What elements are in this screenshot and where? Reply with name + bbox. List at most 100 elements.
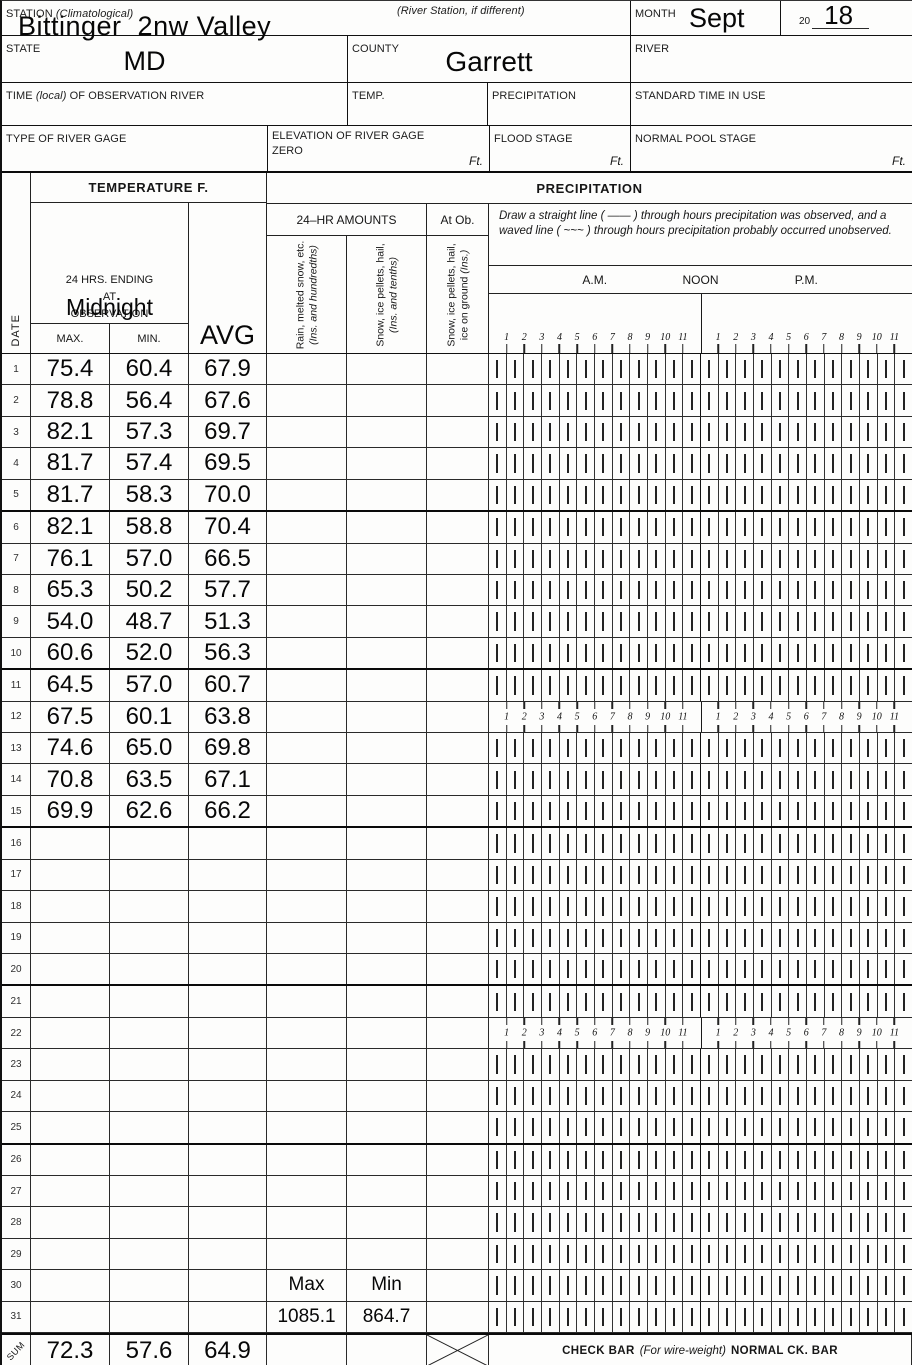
hour-tick — [655, 612, 658, 631]
hour-cell — [682, 1301, 700, 1333]
hour-cell — [806, 354, 824, 385]
hour-tick — [531, 1244, 534, 1264]
hour-cell — [558, 1301, 577, 1333]
hour-cell — [540, 479, 559, 511]
hour-cell — [823, 606, 842, 637]
hour-cell — [894, 859, 912, 891]
hour-cell — [523, 891, 541, 922]
hour-tick — [602, 581, 605, 600]
hour-tick — [867, 865, 870, 885]
hour-tick — [602, 865, 605, 885]
hour-tick — [867, 485, 870, 505]
hour-boundary-tick — [629, 344, 631, 353]
hours-cell — [489, 1112, 912, 1143]
hour-tick — [602, 1055, 605, 1074]
hour-cell — [505, 1144, 524, 1175]
hour-tick — [584, 834, 587, 853]
hour-cell — [700, 479, 718, 511]
hour-boundary-tick — [523, 1041, 525, 1049]
hour-cell — [646, 448, 665, 479]
hour-tick — [531, 1213, 534, 1232]
hour-cell — [717, 1207, 736, 1238]
hour-cell — [876, 733, 895, 764]
hour-cell — [806, 416, 824, 448]
hour-cell — [894, 795, 912, 827]
snow-amount-cell — [347, 1238, 427, 1270]
hour-tick — [708, 960, 711, 979]
hour-tick — [708, 801, 711, 821]
hour-tick — [761, 992, 764, 1011]
avg-temp-cell — [189, 859, 267, 891]
date-cell: 22 — [2, 1017, 31, 1049]
hour-number: 4 — [768, 1027, 774, 1039]
hour-cell — [735, 828, 753, 859]
hour-tick — [902, 770, 905, 789]
hour-tick — [637, 960, 640, 979]
hour-cell — [859, 574, 877, 606]
hour-cell — [682, 764, 700, 795]
hour-tick — [708, 422, 711, 442]
am-label: A.M. — [582, 272, 608, 287]
hour-tick — [902, 676, 905, 695]
hour-cell — [823, 1049, 842, 1080]
hour-tick — [726, 1086, 728, 1106]
hour-cell — [576, 954, 594, 985]
hour-cell — [540, 859, 559, 891]
hour-tick — [708, 865, 711, 885]
hour-number: 6 — [803, 1027, 809, 1039]
hour-number: 9 — [856, 332, 862, 343]
hour-cell — [841, 922, 859, 954]
hour-cell — [523, 1080, 541, 1112]
hour-tick — [885, 1244, 888, 1264]
hour-tick — [513, 391, 516, 410]
hour-cell — [788, 891, 806, 922]
hour-tick — [602, 485, 605, 505]
hour-cell — [646, 1049, 665, 1080]
hour-tick — [902, 581, 905, 600]
hour-tick — [655, 834, 658, 853]
hour-tick — [690, 1055, 693, 1074]
hour-boundary-tick — [717, 1017, 719, 1025]
hour-tick — [690, 518, 693, 537]
hour-cell — [646, 479, 665, 511]
hour-tick — [566, 834, 569, 853]
hour-cell — [894, 1080, 912, 1112]
hour-cell — [611, 606, 630, 637]
snow-amount-cell — [347, 512, 427, 543]
standard-time-label: STANDARD TIME IN USE — [635, 90, 766, 102]
hour-tick — [796, 801, 799, 821]
hour-tick — [726, 1276, 728, 1295]
min-temp-cell: 58.8 — [110, 512, 189, 543]
flood-stage-label: FLOOD STAGE — [494, 133, 573, 145]
hour-cell — [700, 891, 718, 922]
table-row: 17 — [2, 859, 912, 892]
hour-cell — [629, 891, 647, 922]
snow-amount-cell — [347, 859, 427, 891]
hour-tick — [531, 897, 534, 916]
hour-tick — [814, 422, 817, 442]
hour-tick — [549, 960, 552, 979]
hour-tick — [849, 992, 852, 1011]
hour-tick — [496, 770, 499, 789]
hour-cell — [823, 1144, 842, 1175]
hour-tick — [496, 865, 499, 885]
hour-number: 8 — [839, 332, 844, 343]
hour-cell — [788, 574, 806, 606]
hour-tick — [885, 834, 888, 853]
hour-tick — [779, 1118, 782, 1137]
ending-at-observation-cell: 24 HRS. ENDING AT OBSERVATION Midnight M… — [31, 203, 189, 353]
hour-tick — [602, 1213, 605, 1232]
hour-number: 11 — [678, 332, 688, 343]
hours-cell — [489, 986, 912, 1017]
hour-cell — [894, 385, 912, 416]
hour-tick — [637, 1086, 640, 1106]
rain-amount-cell — [267, 574, 347, 606]
elevation-label: ELEVATION OF RIVER GAGE ZERO — [272, 130, 425, 157]
hour-cell — [682, 986, 700, 1017]
hour-tick — [796, 612, 799, 631]
hour-cell — [717, 891, 736, 922]
hour-cell — [629, 733, 647, 764]
hour-tick — [796, 581, 799, 600]
hour-cell — [841, 448, 859, 479]
hour-tick — [566, 801, 569, 821]
